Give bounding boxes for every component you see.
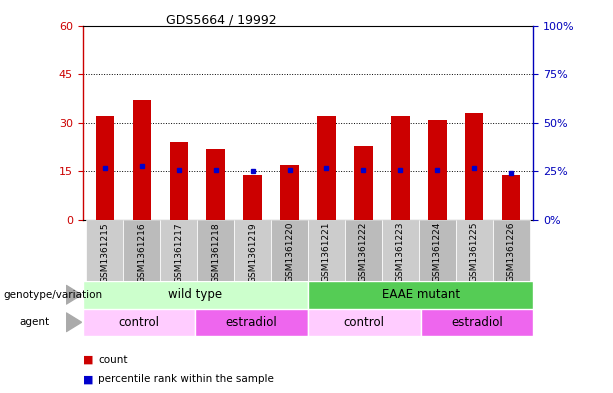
Text: estradiol: estradiol [226, 316, 278, 329]
Bar [234, 220, 271, 281]
Bar [421, 309, 533, 336]
Bar [382, 220, 419, 281]
Bar [308, 281, 533, 309]
Text: GSM1361224: GSM1361224 [433, 222, 442, 282]
Text: percentile rank within the sample: percentile rank within the sample [98, 374, 274, 384]
Bar [502, 174, 520, 220]
Bar [197, 220, 234, 281]
Bar [243, 174, 262, 220]
Bar [271, 220, 308, 281]
Bar [318, 116, 336, 220]
Text: wild type: wild type [169, 288, 223, 301]
Bar [86, 220, 123, 281]
Bar [196, 309, 308, 336]
Text: GSM1361225: GSM1361225 [470, 222, 479, 283]
Bar [465, 113, 484, 220]
Text: GSM1361218: GSM1361218 [211, 222, 220, 283]
Text: genotype/variation: genotype/variation [3, 290, 102, 300]
Bar [308, 309, 421, 336]
Bar [132, 100, 151, 220]
Text: GSM1361221: GSM1361221 [322, 222, 331, 283]
Text: estradiol: estradiol [451, 316, 503, 329]
Text: ■: ■ [83, 354, 93, 365]
Text: GSM1361222: GSM1361222 [359, 222, 368, 282]
Bar [170, 142, 188, 220]
Text: control: control [344, 316, 385, 329]
Text: GSM1361216: GSM1361216 [137, 222, 147, 283]
Bar [345, 220, 382, 281]
Bar [391, 116, 409, 220]
Bar [419, 220, 455, 281]
Text: GSM1361219: GSM1361219 [248, 222, 257, 283]
Text: ■: ■ [83, 374, 93, 384]
Bar [354, 145, 373, 220]
Text: GSM1361220: GSM1361220 [285, 222, 294, 283]
Bar [428, 119, 446, 220]
Bar [161, 220, 197, 281]
Bar [96, 116, 114, 220]
Text: count: count [98, 354, 128, 365]
Text: EAAE mutant: EAAE mutant [382, 288, 460, 301]
Bar [308, 220, 345, 281]
Bar [493, 220, 530, 281]
Text: GSM1361223: GSM1361223 [396, 222, 405, 283]
Polygon shape [66, 313, 82, 332]
Text: GDS5664 / 19992: GDS5664 / 19992 [166, 14, 276, 27]
Bar [123, 220, 161, 281]
Bar [83, 309, 196, 336]
Bar [207, 149, 225, 220]
Polygon shape [66, 285, 82, 304]
Text: GSM1361226: GSM1361226 [507, 222, 516, 283]
Bar [455, 220, 493, 281]
Bar [83, 281, 308, 309]
Text: control: control [118, 316, 159, 329]
Bar [280, 165, 299, 220]
Text: GSM1361217: GSM1361217 [174, 222, 183, 283]
Text: agent: agent [20, 317, 50, 327]
Text: GSM1361215: GSM1361215 [101, 222, 109, 283]
